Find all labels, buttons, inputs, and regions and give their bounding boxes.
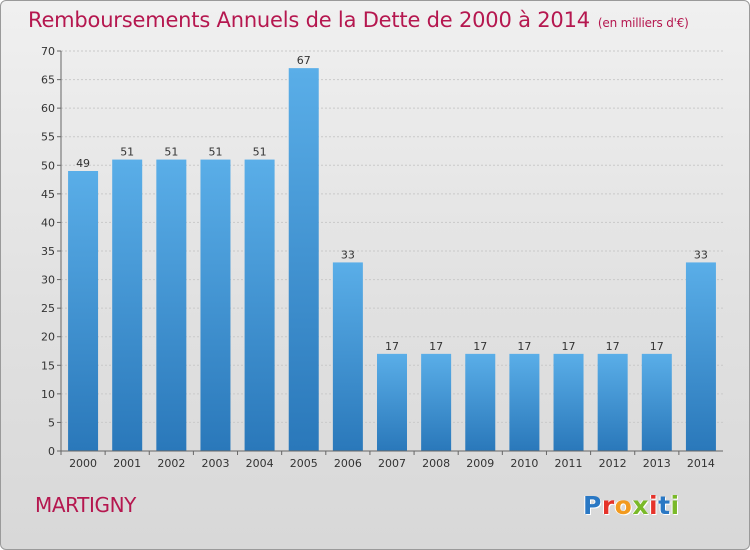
y-tick-label: 55 xyxy=(41,131,55,144)
y-tick-label: 10 xyxy=(41,388,55,401)
x-tick-label: 2009 xyxy=(466,457,494,470)
x-tick-label: 2007 xyxy=(378,457,406,470)
y-tick-label: 40 xyxy=(41,216,55,229)
y-tick-label: 70 xyxy=(41,45,55,58)
bar xyxy=(641,353,672,451)
chart-title: Remboursements Annuels de la Dette de 20… xyxy=(28,8,689,32)
bar-value-label: 17 xyxy=(517,340,531,353)
x-tick-label: 2003 xyxy=(201,457,229,470)
y-tick-label: 50 xyxy=(41,159,55,172)
x-tick-label: 2013 xyxy=(643,457,671,470)
y-tick-label: 20 xyxy=(41,331,55,344)
bars: 49 51 51 51 51 67 33 17 17 17 17 17 17 17 33 xyxy=(68,54,716,452)
logo-letter: i xyxy=(670,491,680,520)
bar xyxy=(68,171,99,451)
bar-value-label: 17 xyxy=(650,340,664,353)
logo-letter: r xyxy=(601,491,615,520)
bar-value-label: 67 xyxy=(297,54,311,67)
y-tick-label: 30 xyxy=(41,274,55,287)
proxiti-logo: Proxiti xyxy=(583,491,680,520)
bar-value-label: 17 xyxy=(606,340,620,353)
bar-value-label: 17 xyxy=(473,340,487,353)
bar xyxy=(553,353,584,451)
y-tick-label: 0 xyxy=(48,445,55,458)
x-tick-label: 2000 xyxy=(69,457,97,470)
bar xyxy=(421,353,452,451)
chart-title-text: Remboursements Annuels de la Dette de 20… xyxy=(28,8,590,32)
bar-value-label: 49 xyxy=(76,157,90,170)
bar xyxy=(200,159,231,452)
logo-letter: o xyxy=(614,491,633,520)
x-tick-label: 2002 xyxy=(157,457,185,470)
x-tick-label: 2004 xyxy=(246,457,274,470)
bar-value-label: 51 xyxy=(120,146,134,159)
x-tick-label: 2001 xyxy=(113,457,141,470)
bar-value-label: 17 xyxy=(562,340,576,353)
bar xyxy=(244,159,275,452)
x-tick-label: 2012 xyxy=(599,457,627,470)
x-tick-label: 2005 xyxy=(290,457,318,470)
bar xyxy=(465,353,496,451)
bar-value-label: 51 xyxy=(208,146,222,159)
y-tick-label: 60 xyxy=(41,102,55,115)
bar-value-label: 51 xyxy=(164,146,178,159)
y-axis: 0 5 10 15 20 25 30 35 40 45 50 55 60 65 70 xyxy=(41,45,62,458)
y-tick-label: 25 xyxy=(41,302,55,315)
bar xyxy=(509,353,540,451)
bar xyxy=(685,262,716,451)
x-tick-label: 2011 xyxy=(555,457,583,470)
y-tick-label: 45 xyxy=(41,188,55,201)
x-tick-label: 2006 xyxy=(334,457,362,470)
logo-letter: t xyxy=(658,491,671,520)
y-tick-label: 65 xyxy=(41,74,55,87)
bar xyxy=(156,159,187,452)
x-tick-label: 2008 xyxy=(422,457,450,470)
logo-letter: P xyxy=(583,491,602,520)
bar-value-label: 17 xyxy=(429,340,443,353)
y-tick-label: 15 xyxy=(41,359,55,372)
y-tick-label: 5 xyxy=(48,416,55,429)
logo-letter: x xyxy=(632,491,649,520)
bar-value-label: 33 xyxy=(341,248,355,261)
x-tick-label: 2010 xyxy=(510,457,538,470)
chart-unit: (en milliers d'€) xyxy=(597,16,689,30)
bar xyxy=(332,262,363,451)
bar-value-label: 51 xyxy=(253,146,267,159)
bar xyxy=(288,68,319,452)
logo-letter: i xyxy=(649,491,659,520)
commune-name: MARTIGNY xyxy=(35,493,136,517)
bar xyxy=(597,353,628,451)
bar-value-label: 17 xyxy=(385,340,399,353)
x-tick-label: 2014 xyxy=(687,457,715,470)
y-tick-label: 35 xyxy=(41,245,55,258)
bar xyxy=(377,353,407,451)
bar xyxy=(112,159,143,452)
x-axis: 2000 2001 2002 2003 2004 2005 2006 2007 2008 2009… xyxy=(60,450,723,470)
bar-value-label: 33 xyxy=(694,248,708,261)
